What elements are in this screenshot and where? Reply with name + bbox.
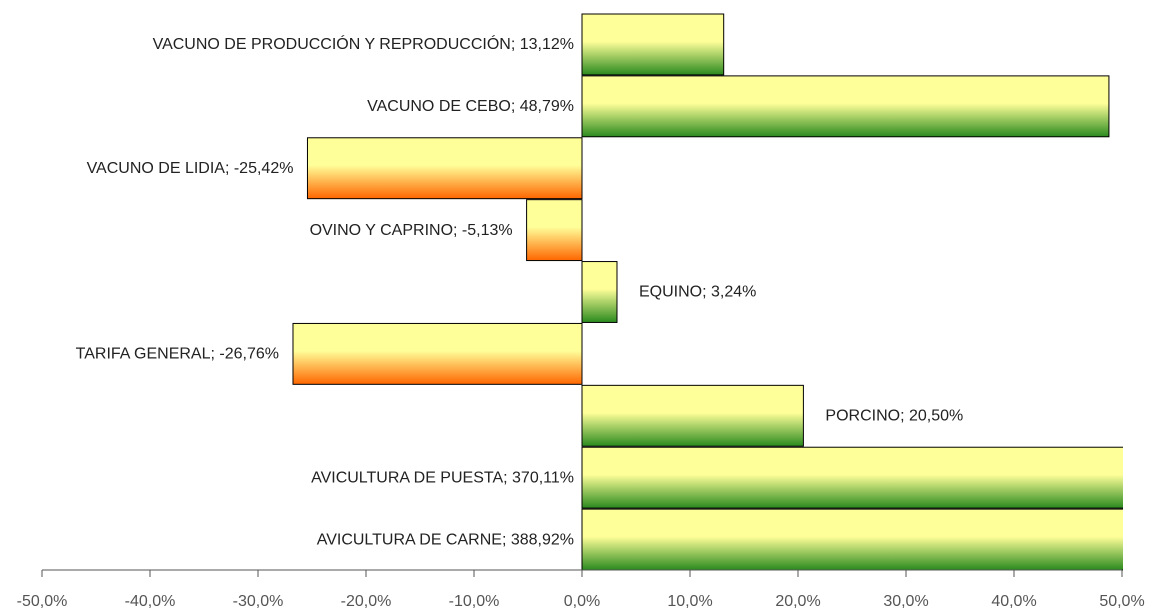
data-label: VACUNO DE CEBO; 48,79% [367,98,574,115]
data-label: TARIFA GENERAL; -26,76% [76,346,279,363]
data-label: VACUNO DE LIDIA; -25,42% [87,160,294,177]
x-tick-label: 10,0% [667,593,712,610]
x-tick-label: 50,0% [1099,593,1144,610]
plot-area [292,13,1123,571]
x-tick-label: -10,0% [449,593,500,610]
x-tick-label: -50,0% [17,593,68,610]
data-label: VACUNO DE PRODUCCIÓN Y REPRODUCCIÓN; 13,… [153,34,574,53]
data-label: AVICULTURA DE PUESTA; 370,11% [311,469,574,486]
data-label: OVINO Y CAPRINO; -5,13% [310,222,513,239]
x-tick-label: -40,0% [125,593,176,610]
bar [581,446,1123,509]
x-tick-label: 0,0% [564,593,600,610]
bar [581,13,725,76]
data-label: PORCINO; 20,50% [825,407,963,424]
bar [526,199,583,262]
x-tick-label: 30,0% [883,593,928,610]
bar [581,384,804,447]
bar [581,508,1123,571]
bar [306,137,583,200]
x-tick-label: -20,0% [341,593,392,610]
data-label: EQUINO; 3,24% [639,284,756,301]
data-label: AVICULTURA DE CARNE; 388,92% [317,531,574,548]
bar [581,261,618,323]
x-tick-label: 20,0% [775,593,820,610]
x-tick-label: 40,0% [991,593,1036,610]
x-tick-label: -30,0% [233,593,284,610]
bar [292,322,583,385]
bar [581,75,1110,138]
